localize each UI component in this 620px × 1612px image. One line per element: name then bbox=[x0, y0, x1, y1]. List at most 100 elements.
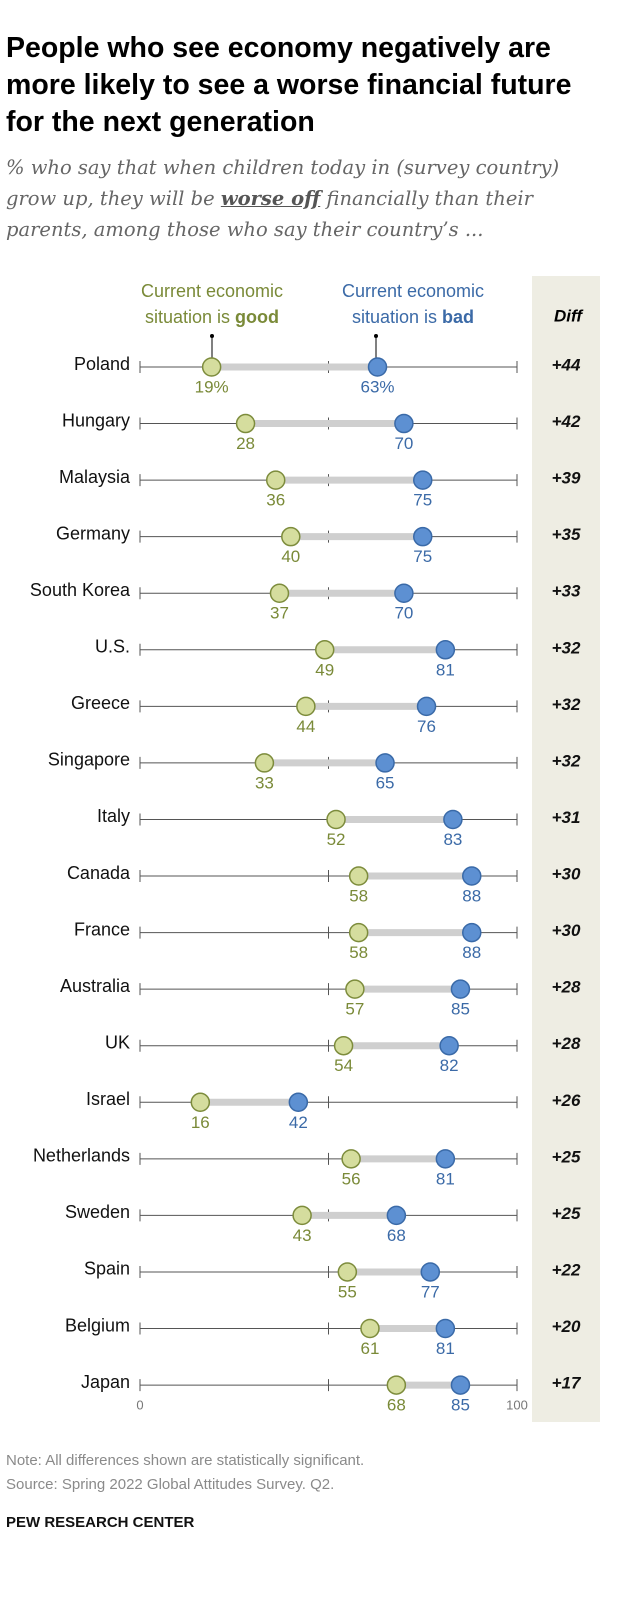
category-label: South Korea bbox=[30, 580, 131, 600]
diff-label: +33 bbox=[552, 582, 581, 601]
value-label: 65 bbox=[376, 773, 395, 792]
category-label: Malaysia bbox=[59, 467, 131, 487]
category-label: UK bbox=[105, 1032, 130, 1052]
legend-pointer-dot bbox=[210, 334, 214, 338]
dot bbox=[462, 866, 482, 886]
diff-label: +28 bbox=[552, 978, 581, 997]
dot bbox=[345, 979, 365, 999]
value-label: 19% bbox=[195, 377, 229, 396]
dot bbox=[439, 1035, 459, 1056]
subtitle: % who say that when children today in (s… bbox=[6, 152, 606, 245]
value-label: 81 bbox=[436, 1339, 455, 1358]
category-label: Spain bbox=[84, 1259, 130, 1279]
category-label: Singapore bbox=[48, 750, 130, 770]
value-label: 44 bbox=[296, 717, 315, 736]
dot bbox=[386, 1205, 407, 1226]
diff-label: +44 bbox=[552, 355, 581, 374]
category-label: Netherlands bbox=[33, 1146, 130, 1166]
value-label: 81 bbox=[436, 660, 455, 679]
value-label: 57 bbox=[345, 1000, 364, 1019]
diff-label: +30 bbox=[552, 921, 581, 940]
org: PEW RESEARCH CENTER bbox=[6, 1514, 195, 1531]
x-tick-label: 100 bbox=[506, 1398, 528, 1413]
category-label: Japan bbox=[81, 1372, 130, 1392]
dot bbox=[292, 1205, 312, 1226]
value-label: 77 bbox=[421, 1282, 440, 1301]
dot bbox=[341, 1149, 361, 1169]
diff-label: +32 bbox=[552, 638, 581, 657]
value-label: 49 bbox=[315, 660, 334, 679]
legend-pointer-dot bbox=[374, 334, 378, 338]
value-label: 68 bbox=[387, 1226, 406, 1245]
dot bbox=[435, 1318, 456, 1339]
diff-label: +20 bbox=[552, 1317, 581, 1336]
dot bbox=[269, 583, 290, 603]
category-label: Israel bbox=[86, 1089, 130, 1109]
legend-entry: Current economic situation is bad bbox=[341, 281, 485, 327]
value-label: 54 bbox=[334, 1056, 353, 1075]
value-label: 58 bbox=[349, 887, 368, 906]
value-label: 70 bbox=[394, 434, 413, 453]
dot bbox=[265, 470, 286, 490]
value-label: 85 bbox=[451, 1396, 470, 1415]
dot bbox=[201, 357, 222, 377]
value-label: 81 bbox=[436, 1169, 455, 1188]
diff-label: +28 bbox=[552, 1034, 581, 1053]
value-label: 43 bbox=[293, 1226, 312, 1245]
legend-entry: Current economic situation is good bbox=[140, 281, 284, 327]
value-label: 42 bbox=[289, 1113, 308, 1132]
dot bbox=[413, 470, 433, 490]
dot bbox=[394, 413, 414, 434]
value-label: 83 bbox=[443, 830, 462, 849]
category-label: Poland bbox=[74, 354, 130, 374]
dot bbox=[281, 526, 301, 547]
value-label: 88 bbox=[462, 943, 481, 962]
note: Note: All differences shown are statisti… bbox=[6, 1452, 365, 1469]
value-label: 58 bbox=[349, 943, 368, 962]
value-label: 16 bbox=[191, 1113, 210, 1132]
value-label: 61 bbox=[361, 1339, 380, 1358]
category-label: U.S. bbox=[95, 637, 130, 657]
source: Source: Spring 2022 Global Attitudes Sur… bbox=[6, 1476, 335, 1493]
diff-label: +25 bbox=[552, 1204, 581, 1223]
value-label: 76 bbox=[417, 717, 436, 736]
value-label: 88 bbox=[462, 887, 481, 906]
diff-label: +26 bbox=[552, 1091, 581, 1110]
value-label: 68 bbox=[387, 1396, 406, 1415]
value-label: 63% bbox=[360, 377, 394, 396]
dot bbox=[254, 753, 275, 773]
subtitle-emphasis: worse off bbox=[220, 187, 321, 210]
value-label: 40 bbox=[281, 547, 300, 566]
subtitle-part: financially than their parents, among th… bbox=[6, 187, 533, 241]
dot bbox=[348, 866, 369, 886]
category-label: Canada bbox=[67, 863, 131, 883]
dot bbox=[333, 1035, 354, 1056]
value-label: 82 bbox=[440, 1056, 459, 1075]
diff-column-bg bbox=[532, 276, 600, 1422]
title: People who see economy negatively are mo… bbox=[6, 32, 572, 138]
category-label: Greece bbox=[71, 693, 130, 713]
value-label: 56 bbox=[342, 1169, 361, 1188]
diff-label: +32 bbox=[552, 751, 581, 770]
category-label: Australia bbox=[60, 976, 131, 996]
dot bbox=[462, 922, 482, 943]
dot bbox=[420, 1262, 441, 1282]
category-label: Belgium bbox=[65, 1315, 130, 1335]
dot bbox=[235, 413, 256, 434]
value-label: 75 bbox=[413, 547, 432, 566]
diff-label: +22 bbox=[552, 1260, 581, 1279]
dot bbox=[314, 640, 335, 660]
value-label: 75 bbox=[413, 491, 432, 510]
dot bbox=[367, 357, 388, 377]
x-tick-label: 0 bbox=[136, 1398, 143, 1413]
category-label: Hungary bbox=[62, 410, 130, 430]
dot bbox=[375, 753, 395, 773]
subtitle-part: % who say that when children today in (s… bbox=[6, 156, 560, 210]
diff-label: +35 bbox=[552, 525, 581, 544]
dot bbox=[190, 1092, 211, 1113]
value-label: 36 bbox=[266, 491, 285, 510]
dot bbox=[413, 526, 433, 547]
diff-label: +32 bbox=[552, 695, 581, 714]
dot bbox=[416, 696, 437, 717]
